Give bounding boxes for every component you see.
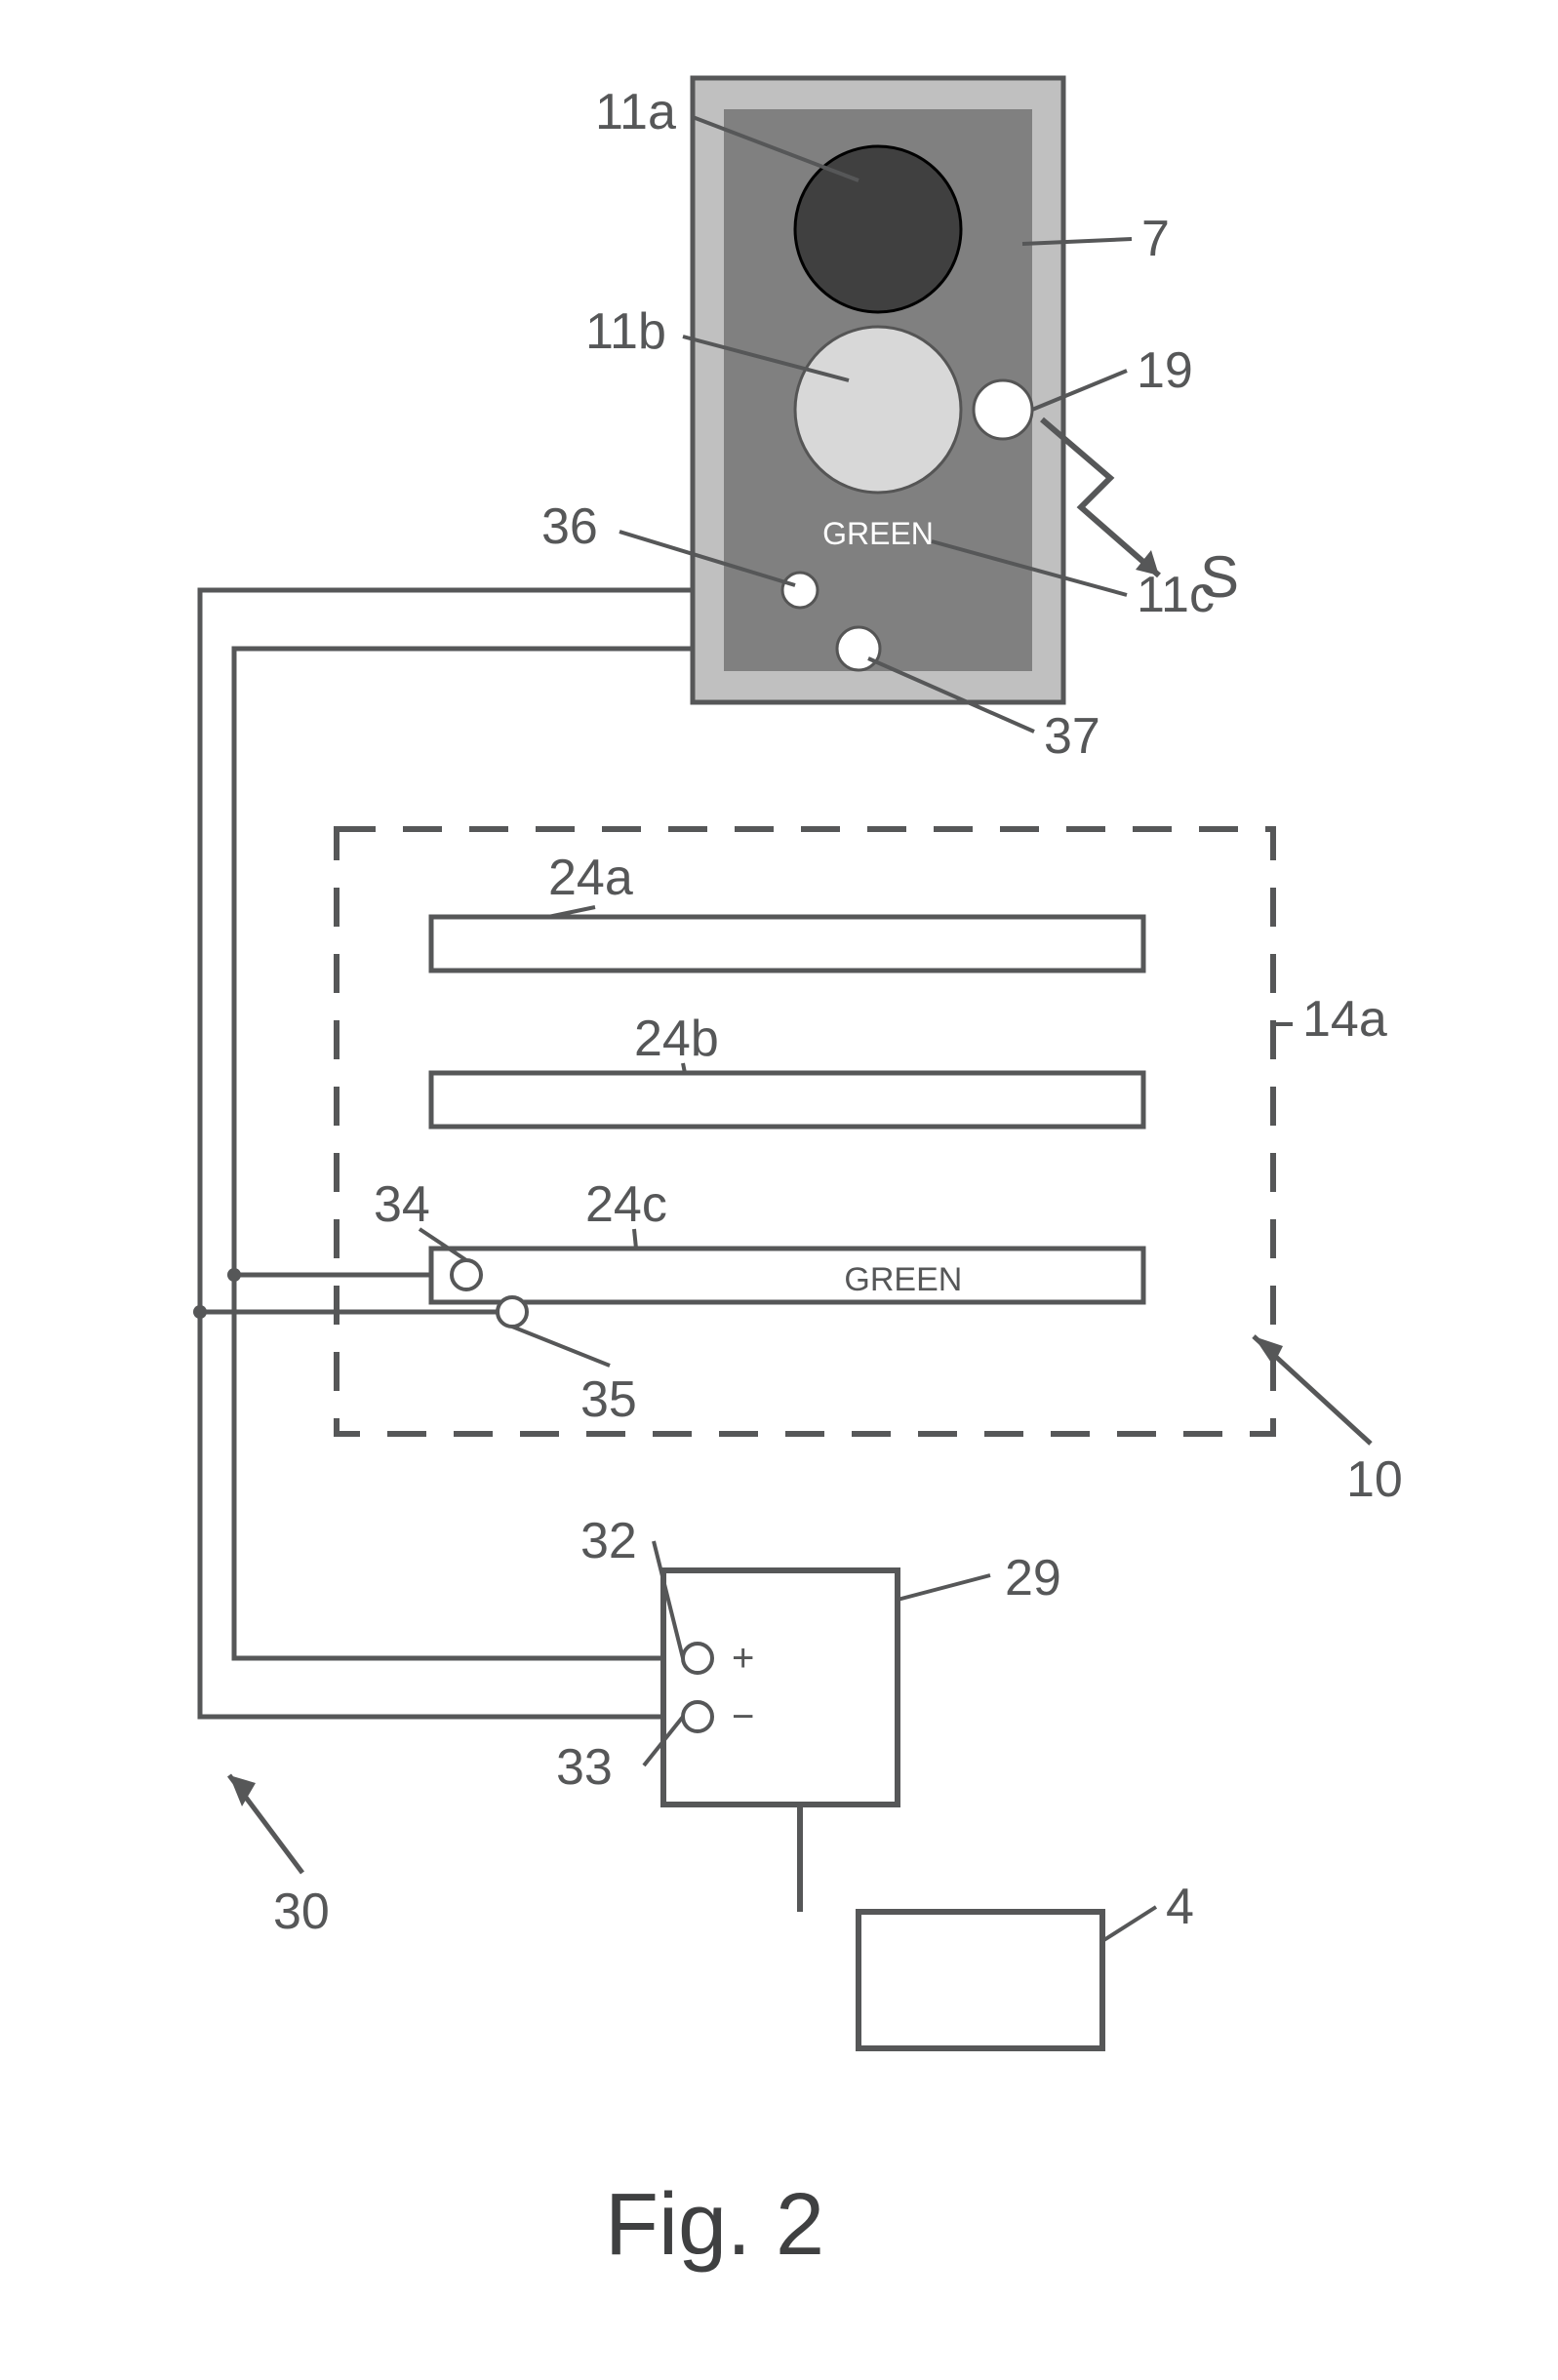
label-19: 19 — [1137, 341, 1193, 400]
label-10: 10 — [1346, 1450, 1403, 1509]
label-30: 30 — [273, 1883, 330, 1941]
label-24c: 24c — [585, 1175, 667, 1234]
label-24b: 24b — [634, 1010, 719, 1068]
label-33: 33 — [556, 1738, 613, 1797]
label-11a: 11a — [595, 83, 676, 141]
label-34: 34 — [374, 1175, 430, 1234]
label-24a: 24a — [548, 849, 633, 907]
label-7: 7 — [1141, 210, 1170, 268]
svg-text:+: + — [732, 1637, 754, 1680]
svg-text:−: − — [732, 1695, 754, 1738]
label-37: 37 — [1044, 707, 1100, 766]
label-11c: 11c — [1137, 566, 1215, 624]
label-14a: 14a — [1302, 990, 1387, 1049]
label-32: 32 — [580, 1512, 637, 1570]
label-11b: 11b — [585, 302, 666, 361]
label-4: 4 — [1166, 1878, 1194, 1936]
diagram-svg: GREEN GREEN + − — [0, 0, 1558, 2380]
figure-title: Fig. 2 — [605, 2175, 824, 2276]
svg-text:GREEN: GREEN — [844, 1261, 962, 1298]
label-35: 35 — [580, 1370, 637, 1429]
label-29: 29 — [1005, 1549, 1061, 1607]
svg-text:GREEN: GREEN — [822, 516, 934, 551]
label-36: 36 — [541, 497, 598, 556]
figure-canvas: GREENGREEN+− 11a 7 11b 19 36 S 11c 37 24… — [0, 0, 1558, 2380]
